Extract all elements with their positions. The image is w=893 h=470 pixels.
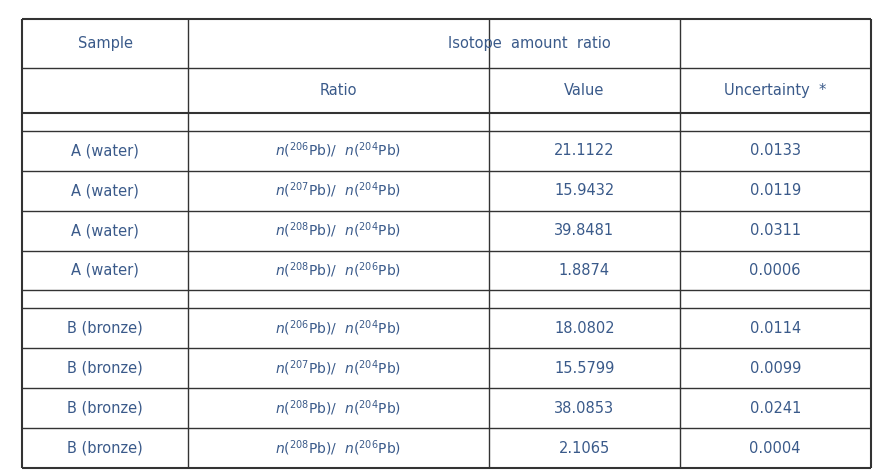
Text: $\mathit{n}$$\mathit{(}^{\mathregular{207}}$Pb)/  $\mathit{n}$$\mathit{(}^{\math: $\mathit{n}$$\mathit{(}^{\mathregular{20… — [275, 181, 401, 200]
Text: Sample: Sample — [78, 36, 132, 51]
Text: 15.5799: 15.5799 — [555, 361, 614, 376]
Text: 2.1065: 2.1065 — [559, 441, 610, 455]
Text: B (bronze): B (bronze) — [67, 401, 143, 415]
Text: Value: Value — [564, 83, 605, 98]
Text: $\mathit{n}$$\mathit{(}^{\mathregular{206}}$Pb)/  $\mathit{n}$$\mathit{(}^{\math: $\mathit{n}$$\mathit{(}^{\mathregular{20… — [275, 319, 401, 338]
Text: 0.0004: 0.0004 — [749, 441, 801, 455]
Text: A (water): A (water) — [71, 223, 139, 238]
Text: 0.0119: 0.0119 — [749, 183, 801, 198]
Text: 0.0133: 0.0133 — [750, 143, 801, 158]
Text: $\mathit{n}$$\mathit{(}^{\mathregular{208}}$Pb)/  $\mathit{n}$$\mathit{(}^{\math: $\mathit{n}$$\mathit{(}^{\mathregular{20… — [275, 261, 401, 280]
Text: A (water): A (water) — [71, 263, 139, 278]
Text: 0.0114: 0.0114 — [749, 321, 801, 336]
Text: Isotope  amount  ratio: Isotope amount ratio — [447, 36, 611, 51]
Text: 15.9432: 15.9432 — [555, 183, 614, 198]
Text: $\mathit{n}$$\mathit{(}^{\mathregular{208}}$Pb)/  $\mathit{n}$$\mathit{(}^{\math: $\mathit{n}$$\mathit{(}^{\mathregular{20… — [275, 221, 401, 240]
Text: 0.0006: 0.0006 — [749, 263, 801, 278]
Text: B (bronze): B (bronze) — [67, 361, 143, 376]
Text: 0.0099: 0.0099 — [749, 361, 801, 376]
Text: 0.0241: 0.0241 — [749, 401, 801, 415]
Text: A (water): A (water) — [71, 143, 139, 158]
Text: 18.0802: 18.0802 — [554, 321, 614, 336]
Text: 21.1122: 21.1122 — [554, 143, 614, 158]
Text: $\mathit{n}$$\mathit{(}^{\mathregular{206}}$Pb)/  $\mathit{n}$$\mathit{(}^{\math: $\mathit{n}$$\mathit{(}^{\mathregular{20… — [275, 141, 401, 160]
Text: B (bronze): B (bronze) — [67, 321, 143, 336]
Text: Uncertainty  *: Uncertainty * — [724, 83, 826, 98]
Text: $\mathit{n}$$\mathit{(}^{\mathregular{207}}$Pb)/  $\mathit{n}$$\mathit{(}^{\math: $\mathit{n}$$\mathit{(}^{\mathregular{20… — [275, 359, 401, 378]
Text: 1.8874: 1.8874 — [559, 263, 610, 278]
Text: $\mathit{n}$$\mathit{(}^{\mathregular{208}}$Pb)/  $\mathit{n}$$\mathit{(}^{\math: $\mathit{n}$$\mathit{(}^{\mathregular{20… — [275, 399, 401, 418]
Text: $\mathit{n}$$\mathit{(}^{\mathregular{208}}$Pb)/  $\mathit{n}$$\mathit{(}^{\math: $\mathit{n}$$\mathit{(}^{\mathregular{20… — [275, 439, 401, 458]
Text: 39.8481: 39.8481 — [555, 223, 614, 238]
Text: A (water): A (water) — [71, 183, 139, 198]
Text: Ratio: Ratio — [320, 83, 357, 98]
Text: 38.0853: 38.0853 — [555, 401, 614, 415]
Text: B (bronze): B (bronze) — [67, 441, 143, 455]
Text: 0.0311: 0.0311 — [749, 223, 801, 238]
